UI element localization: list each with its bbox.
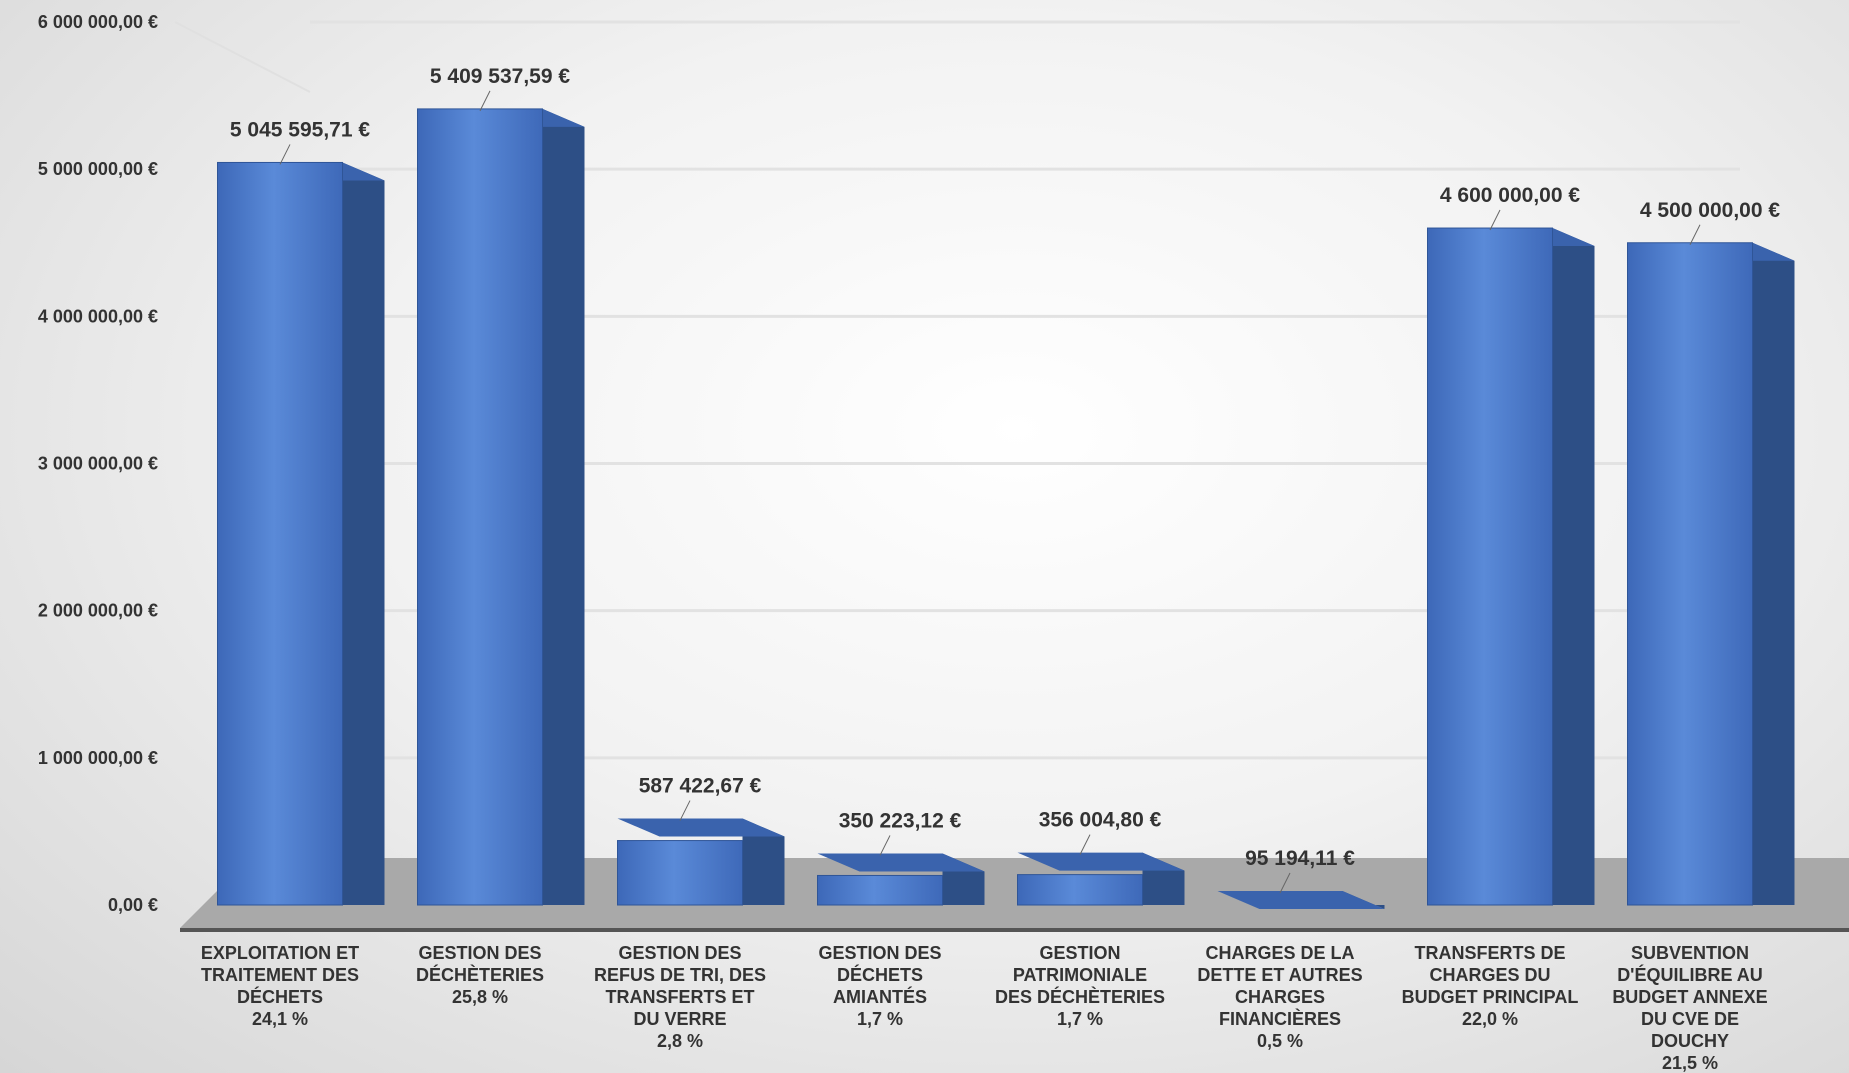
bar-front	[217, 161, 343, 906]
category-line: TRAITEMENT DES	[201, 965, 359, 985]
category-line: REFUS DE TRI, DES	[594, 965, 766, 985]
bar-7	[1427, 209, 1595, 906]
data-label: 5 045 595,71 €	[230, 118, 370, 141]
data-label: 4 600 000,00 €	[1440, 184, 1580, 207]
bar-3	[617, 800, 785, 906]
y-axis-tick-labels: 0,00 € 1 000 000,00 € 2 000 000,00 € 3 000 …	[38, 12, 158, 915]
category-percent: 21,5 %	[1662, 1053, 1718, 1073]
leader-line	[1689, 224, 1701, 245]
x-axis-category-labels: EXPLOITATION ET TRAITEMENT DES DÉCHETS 24,1…	[201, 943, 1768, 1073]
category-line: GESTION DES	[818, 943, 941, 963]
category-line: TRANSFERTS DE	[1414, 943, 1565, 963]
data-labels: 5 045 595,71 € 5 409 537,59 € 587 422,67 €…	[230, 65, 1780, 870]
y-tick-label: 6 000 000,00 €	[38, 12, 158, 32]
leader-line	[879, 835, 891, 856]
bar-front	[417, 108, 543, 906]
category-line: BUDGET PRINCIPAL	[1402, 987, 1579, 1007]
category-percent: 1,7 %	[857, 1009, 903, 1029]
bar-top	[617, 818, 785, 837]
data-label: 95 194,11 €	[1245, 847, 1355, 870]
leader-line	[1489, 209, 1501, 231]
x-category-label: EXPLOITATION ET TRAITEMENT DES DÉCHETS 24,1…	[201, 943, 359, 1029]
data-label: 587 422,67 €	[639, 775, 762, 798]
category-line: CHARGES DE LA	[1205, 943, 1354, 963]
wall-edge	[174, 21, 311, 93]
bar-top	[1017, 852, 1185, 871]
x-category-label: CHARGES DE LA DETTE ET AUTRES CHARGES FINAN…	[1197, 943, 1362, 1051]
category-percent: 2,8 %	[657, 1031, 703, 1051]
category-line: DU VERRE	[633, 1009, 726, 1029]
leader-line	[279, 144, 291, 165]
category-line: CHARGES DU	[1429, 965, 1550, 985]
bar-8	[1627, 224, 1795, 906]
category-percent: 0,5 %	[1257, 1031, 1303, 1051]
leader-line	[479, 90, 491, 112]
x-axis-line	[180, 928, 1849, 932]
data-label: 356 004,80 €	[1039, 809, 1162, 832]
category-line: BUDGET ANNEXE	[1612, 987, 1767, 1007]
bar-side	[1552, 228, 1595, 906]
bar-front	[1017, 874, 1143, 906]
category-line: DU CVE DE	[1641, 1009, 1739, 1029]
category-line: D'ÉQUILIBRE AU	[1617, 964, 1763, 985]
bar-side	[542, 108, 585, 906]
bar-side	[742, 818, 785, 905]
bar-side	[342, 162, 385, 906]
category-line: PATRIMONIALE	[1013, 965, 1147, 985]
category-line: DÉCHETS	[237, 986, 323, 1007]
category-line: CHARGES	[1235, 987, 1325, 1007]
bar-5	[1017, 834, 1185, 906]
bar-front	[1427, 227, 1553, 906]
category-percent: 24,1 %	[252, 1009, 308, 1029]
category-line: FINANCIÈRES	[1219, 1008, 1341, 1029]
category-percent: 22,0 %	[1462, 1009, 1518, 1029]
y-tick-label: 0,00 €	[108, 895, 158, 915]
category-line: AMIANTÉS	[833, 986, 927, 1007]
bar-6	[1217, 872, 1385, 909]
data-label: 4 500 000,00 €	[1640, 199, 1780, 222]
x-category-label: GESTION DES DÉCHÈTERIES 25,8 %	[416, 943, 544, 1007]
category-line: DES DÉCHÈTERIES	[995, 986, 1165, 1007]
bar-4	[817, 835, 985, 906]
data-label: 350 223,12 €	[839, 809, 962, 832]
y-tick-label: 2 000 000,00 €	[38, 601, 158, 621]
category-line: DÉCHETS	[837, 964, 923, 985]
category-percent: 25,8 %	[452, 987, 508, 1007]
bar-front	[617, 840, 743, 906]
leader-line	[679, 800, 691, 821]
bar-1	[217, 144, 385, 906]
bar-top	[817, 853, 985, 872]
leader-line	[1279, 872, 1291, 894]
x-category-label: GESTION PATRIMONIALE DES DÉCHÈTERIES 1,7 %	[995, 943, 1165, 1029]
category-line: DETTE ET AUTRES	[1197, 965, 1362, 985]
bar-2	[417, 90, 585, 906]
category-line: TRANSFERTS ET	[605, 987, 754, 1007]
x-category-label: GESTION DES REFUS DE TRI, DES TRANSFERTS E…	[594, 943, 766, 1051]
bar-front	[817, 874, 943, 906]
category-line: DÉCHÈTERIES	[416, 964, 544, 985]
x-category-label: SUBVENTION D'ÉQUILIBRE AU BUDGET ANNEXE DU …	[1612, 943, 1767, 1073]
y-tick-label: 5 000 000,00 €	[38, 159, 158, 179]
bar-side	[1752, 242, 1795, 905]
y-tick-label: 1 000 000,00 €	[38, 748, 158, 768]
x-category-label: TRANSFERTS DE CHARGES DU BUDGET PRINCIPAL 2…	[1402, 943, 1579, 1029]
category-percent: 1,7 %	[1057, 1009, 1103, 1029]
data-label: 5 409 537,59 €	[430, 65, 570, 88]
y-tick-label: 3 000 000,00 €	[38, 454, 158, 474]
x-category-label: GESTION DES DÉCHETS AMIANTÉS 1,7 %	[818, 943, 941, 1029]
category-line: SUBVENTION	[1631, 943, 1749, 963]
bar-front	[1627, 242, 1753, 906]
y-tick-label: 4 000 000,00 €	[38, 306, 158, 326]
bars	[217, 90, 1795, 909]
category-line: EXPLOITATION ET	[201, 943, 359, 963]
leader-line	[1079, 834, 1091, 855]
category-line: GESTION	[1039, 943, 1120, 963]
category-line: GESTION DES	[418, 943, 541, 963]
bar-top	[1217, 890, 1385, 909]
category-line: DOUCHY	[1651, 1031, 1729, 1051]
category-line: GESTION DES	[618, 943, 741, 963]
